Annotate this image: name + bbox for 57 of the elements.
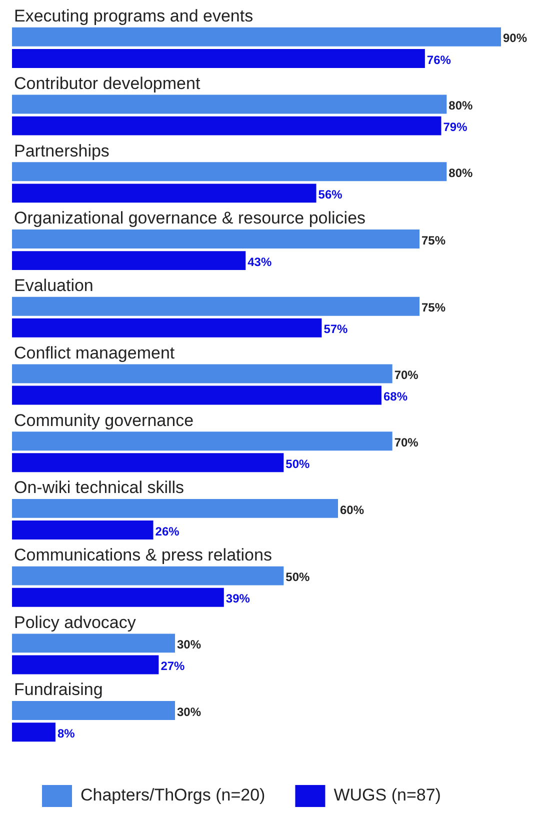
data-label: 39% <box>226 592 250 606</box>
data-label: 26% <box>155 524 180 538</box>
data-label: 8% <box>57 726 76 740</box>
y-tick-label: Contributor development <box>14 74 200 93</box>
y-tick-label: Community governance <box>14 410 194 430</box>
bar <box>12 432 392 451</box>
bar <box>12 655 159 674</box>
data-label: 30% <box>177 704 202 719</box>
data-label: 30% <box>177 637 202 652</box>
data-label: 75% <box>422 300 446 315</box>
bar <box>12 566 284 586</box>
data-label: 56% <box>318 188 343 202</box>
legend-label: WUGS (n=87) <box>334 786 441 805</box>
y-tick-label: Organizational governance & resource policies <box>14 208 366 228</box>
bar <box>12 116 442 136</box>
bar <box>12 48 425 68</box>
data-label: 70% <box>394 368 419 382</box>
bar <box>12 364 392 384</box>
data-label: 90% <box>503 31 528 46</box>
data-label: 68% <box>383 390 408 404</box>
bar <box>12 318 322 338</box>
bar <box>12 230 420 248</box>
bar <box>12 27 501 46</box>
bar <box>12 162 447 182</box>
bar <box>12 588 224 607</box>
y-tick-label: Partnerships <box>14 141 110 160</box>
y-tick-label: Policy advocacy <box>14 612 136 632</box>
y-tick-label: On-wiki technical skills <box>14 478 184 498</box>
data-label: 80% <box>448 166 474 180</box>
bar <box>12 634 175 653</box>
y-tick-label: Evaluation <box>14 276 94 296</box>
data-label: 80% <box>448 98 474 113</box>
data-label: 57% <box>324 322 348 336</box>
y-tick-label: Communications & press relations <box>14 546 272 565</box>
y-tick-label: Conflict management <box>14 343 175 362</box>
bar <box>12 251 246 270</box>
bar <box>12 701 175 720</box>
y-tick-label: Executing programs and events <box>14 6 254 26</box>
data-label: 50% <box>286 456 310 471</box>
bar <box>12 520 154 540</box>
data-label: 27% <box>160 659 186 674</box>
bar <box>12 184 316 203</box>
data-label: 75% <box>422 233 446 248</box>
bar <box>12 386 382 405</box>
y-tick-label: Fundraising <box>14 680 103 700</box>
data-label: 43% <box>248 254 272 269</box>
legend-label: Chapters/ThOrgs (n=20) <box>80 786 266 805</box>
bar <box>12 453 284 472</box>
data-label: 70% <box>394 435 419 450</box>
bar <box>12 94 447 114</box>
data-label: 50% <box>286 570 310 584</box>
bar <box>12 296 420 316</box>
bar <box>12 498 338 518</box>
data-label: 60% <box>340 502 364 517</box>
data-label: 79% <box>443 120 468 134</box>
data-label: 76% <box>426 52 452 67</box>
bar <box>12 722 56 742</box>
